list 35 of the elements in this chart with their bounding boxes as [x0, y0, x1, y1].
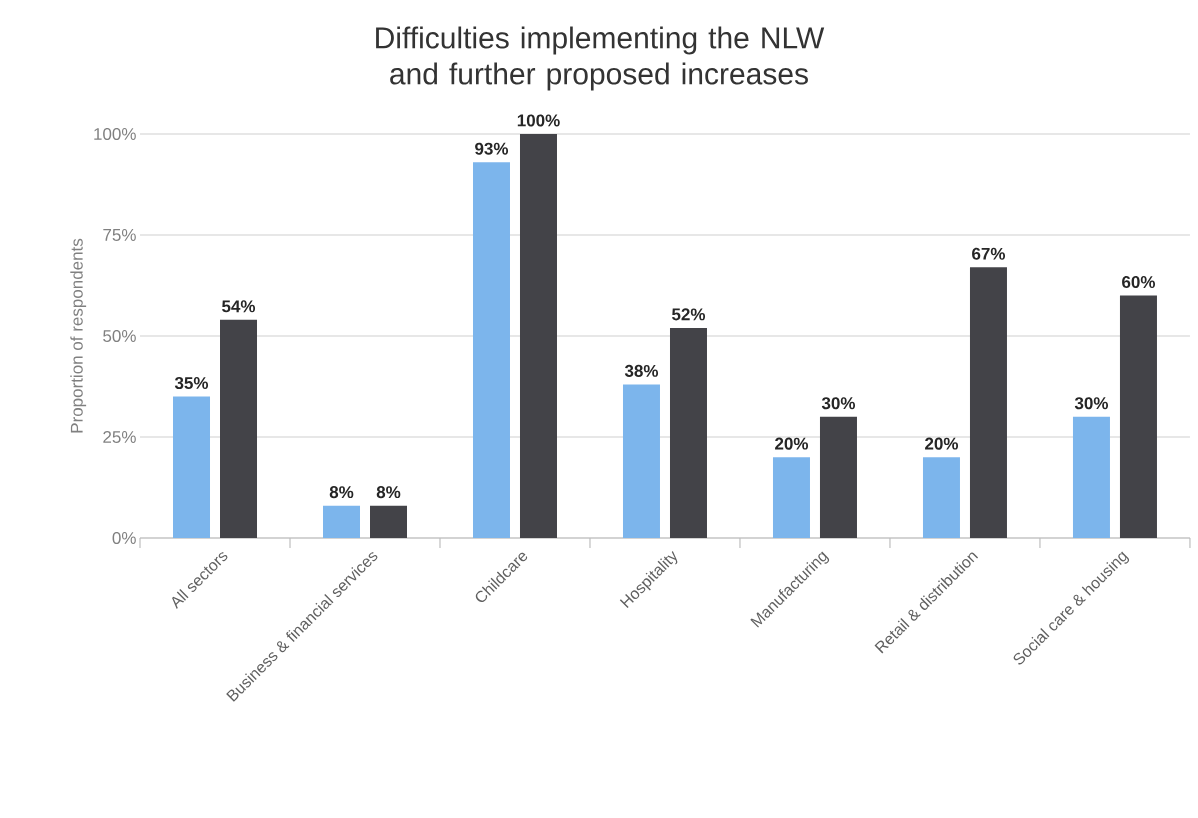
data-label: 30% — [821, 397, 856, 410]
bar — [173, 396, 211, 538]
data-label: 8% — [376, 486, 401, 499]
bar — [472, 162, 510, 538]
data-label: 93% — [475, 142, 509, 155]
y-tick-label: 0% — [112, 531, 136, 545]
bar — [519, 133, 557, 538]
bar — [969, 267, 1007, 538]
bar — [669, 327, 707, 538]
y-tick-label: 50% — [103, 329, 136, 343]
bar — [922, 457, 960, 538]
data-label: 35% — [174, 376, 209, 390]
bar — [819, 416, 857, 538]
bar — [323, 505, 360, 538]
data-label: 8% — [329, 486, 354, 499]
data-label: 67% — [972, 247, 1006, 260]
data-label: 100% — [517, 114, 560, 127]
bar — [220, 319, 258, 538]
y-tick-label: 100% — [94, 127, 136, 141]
data-label: 30% — [1074, 397, 1109, 410]
data-label: 20% — [775, 437, 809, 450]
data-label: 52% — [671, 308, 706, 321]
bar — [622, 384, 660, 538]
data-label: 54% — [222, 300, 256, 313]
y-tick-label: 75% — [103, 229, 136, 241]
bar — [1072, 416, 1110, 538]
y-tick-label: 25% — [103, 430, 136, 444]
bar — [370, 505, 407, 538]
bar — [772, 457, 810, 538]
data-label: 20% — [925, 437, 959, 450]
data-label: 38% — [624, 364, 659, 377]
bar — [1119, 295, 1157, 538]
y-axis-title: Proportion of respondents — [70, 238, 87, 433]
data-label: 60% — [1122, 276, 1156, 289]
chart-title: Difficulties implementing the NLW and further proposed increases — [376, 26, 825, 91]
